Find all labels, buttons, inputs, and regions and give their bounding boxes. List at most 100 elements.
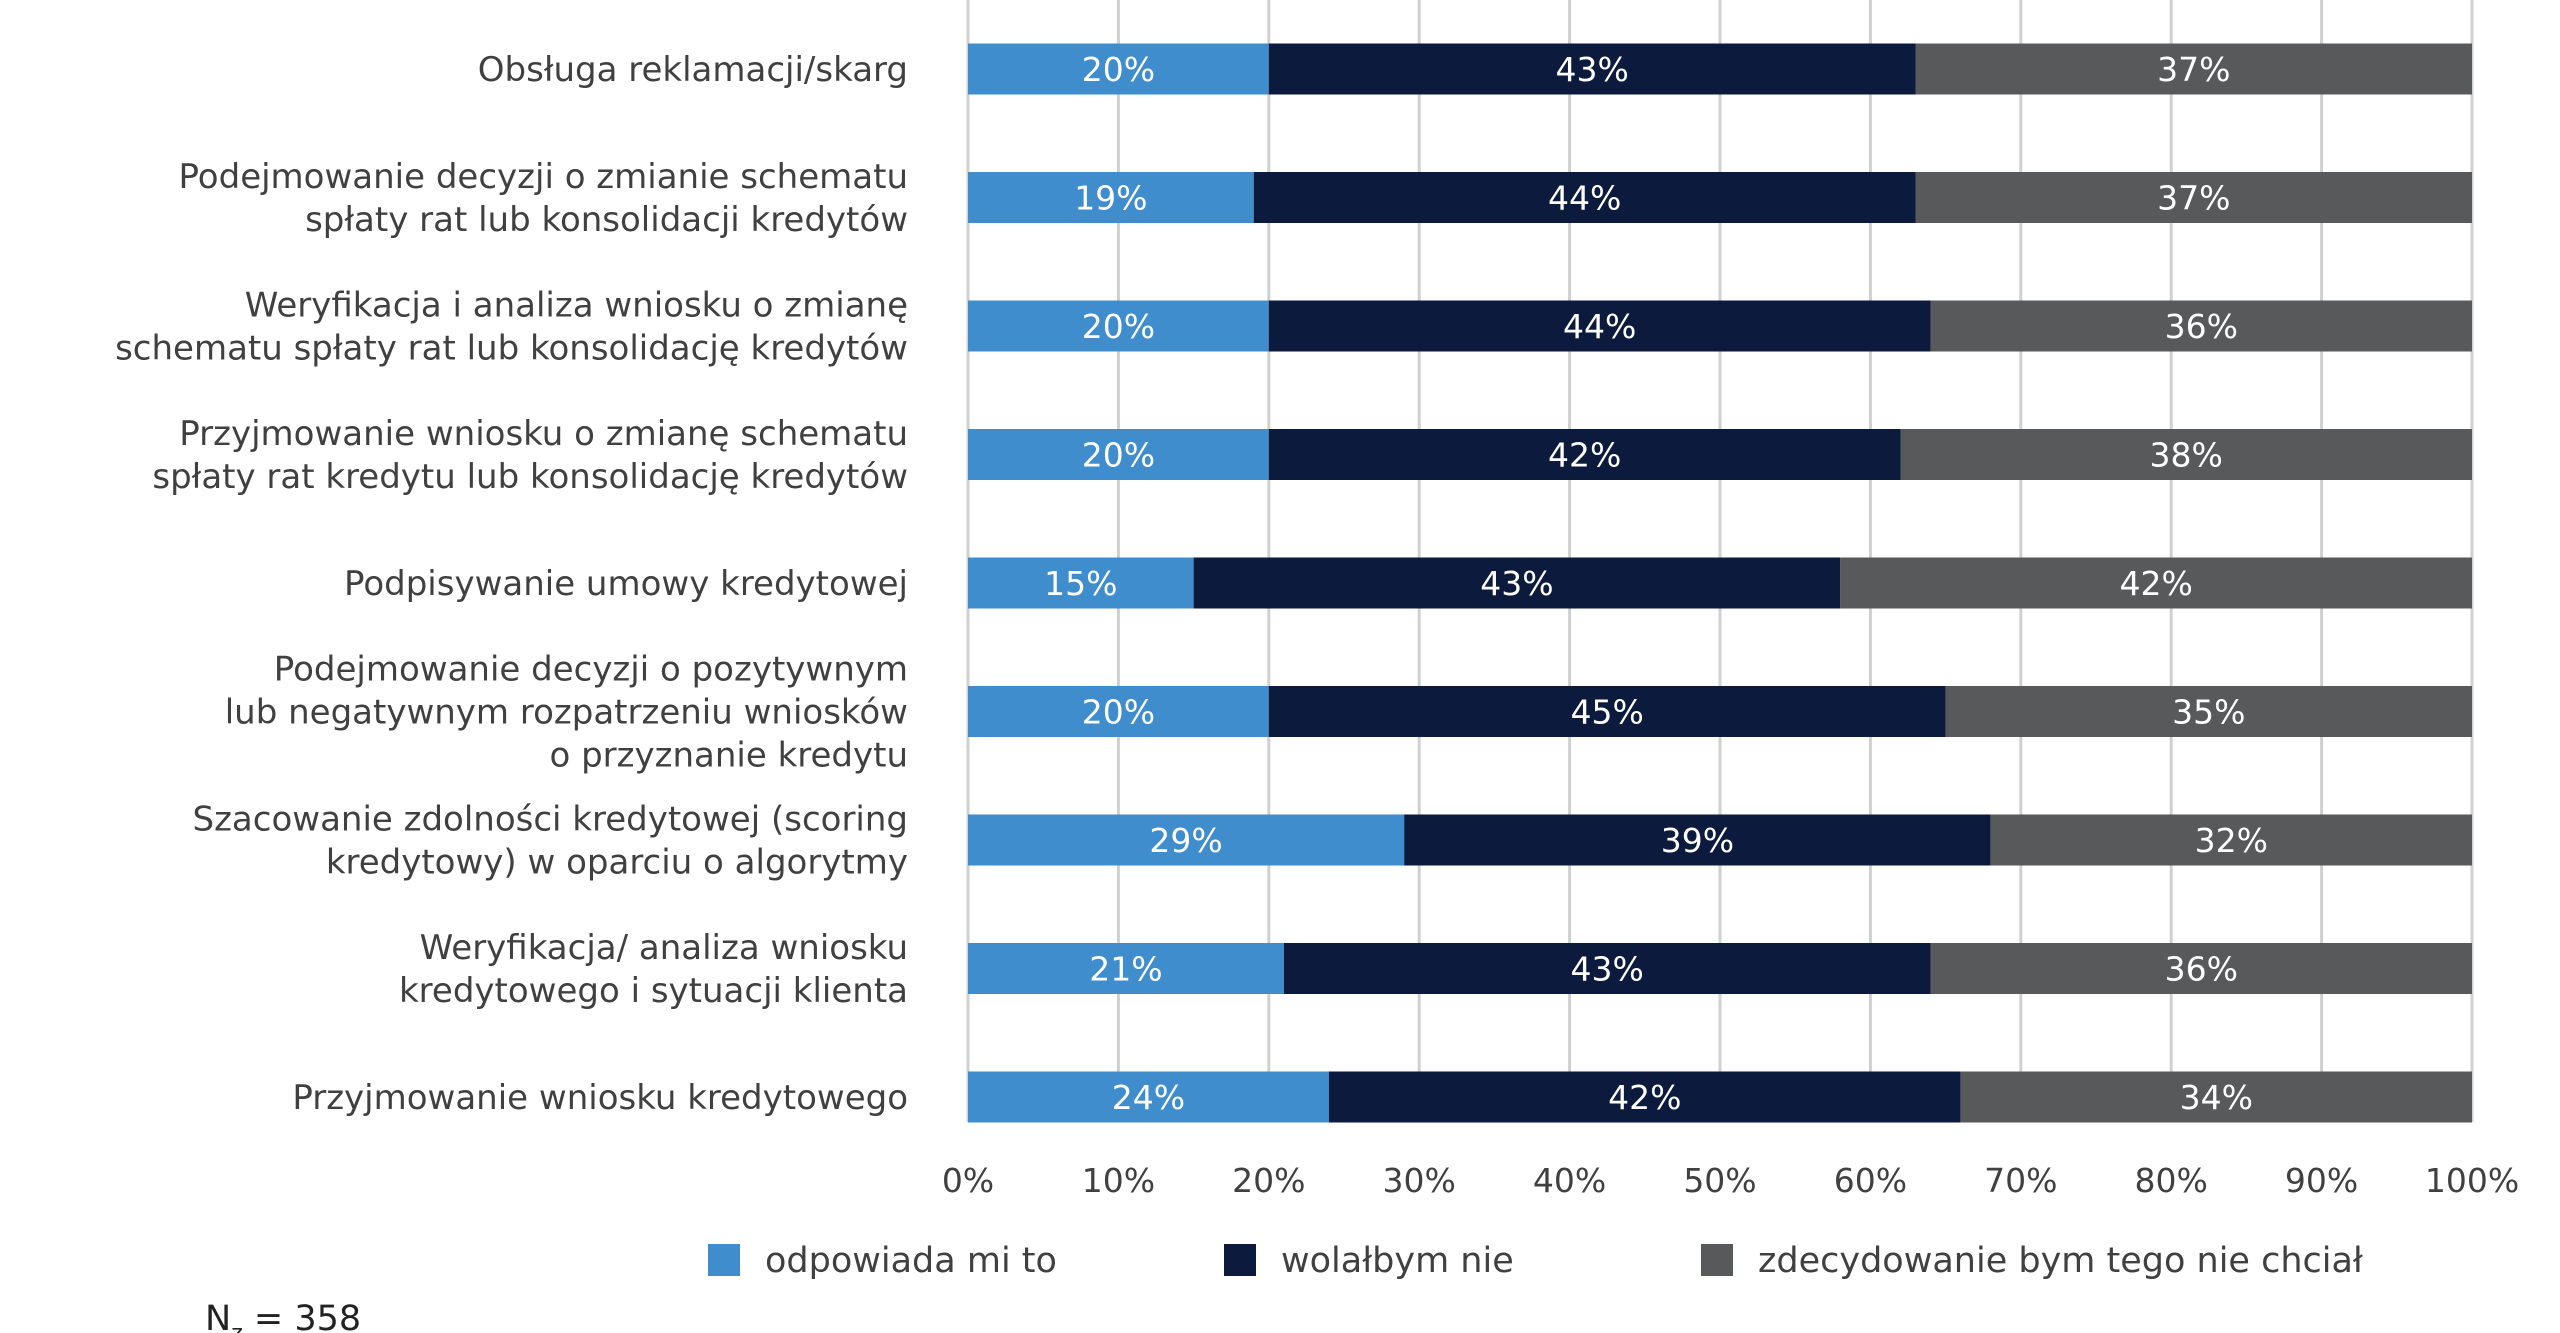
category-label-line: Przyjmowanie wniosku o zmianę schematu [179,414,908,454]
category-labels: Obsługa reklamacji/skarg Podejmowanie dec… [115,50,908,1118]
category-label-line: o przyznanie kredytu [549,736,908,776]
category-label-line: Podpisywanie umowy kredytowej [344,564,908,604]
category-label: Podpisywanie umowy kredytowej [344,564,908,604]
bar-segment [1945,686,2472,737]
bar-value-label: 21% [1089,950,1162,989]
bar-segment [968,943,1284,994]
bar-segment [968,172,1254,223]
bar-segment [968,429,1269,480]
sample-size-note: Nz = 358 [205,1299,361,1333]
bar-segment [1253,172,1916,223]
bar-segment [1328,1071,1961,1123]
bar-value-label: 15% [1044,564,1117,603]
x-tick-label: 50% [1683,1161,1756,1200]
category-label: Obsługa reklamacji/skarg [478,50,908,90]
note-suffix: = 358 [243,1299,361,1333]
bar-segment [968,300,1269,352]
bar-segment [1283,943,1931,994]
bar-segment [1404,814,1991,866]
bar-value-label: 20% [1082,693,1155,732]
bar-segment [1990,814,2472,866]
bar-value-label: 20% [1082,50,1155,89]
bar-value-label: 36% [2165,950,2238,989]
bar-segment [1268,43,1916,95]
bar-segment [1915,172,2472,223]
bar-segment [968,686,1269,737]
category-label-line: Szacowanie zdolności kredytowej (scoring [193,800,909,840]
category-label-line: Przyjmowanie wniosku kredytowego [292,1078,908,1118]
bar-value-label: 45% [1571,693,1644,732]
bar-value-label: 20% [1082,307,1155,346]
x-tick-label: 30% [1383,1161,1456,1200]
legend-swatch [1701,1244,1733,1276]
bar-segment [968,557,1194,609]
category-label-line: Podejmowanie decyzji o pozytywnym [274,650,908,690]
bar-segment [1840,557,2472,609]
bar-value-label: 39% [1661,821,1734,860]
category-label-line: spłaty rat kredytu lub konsolidację kred… [152,457,908,497]
bar-value-label: 44% [1548,179,1621,218]
x-tick-label: 70% [1984,1161,2057,1200]
x-axis-tick-labels: 0% 10% 20% 30% 40% 50% 60% 70% 80% 90% 100% [942,1161,2519,1200]
bar-value-label: 32% [2195,821,2268,860]
bar-value-label: 20% [1082,436,1155,475]
category-label-line: kredytowego i sytuacji klienta [399,971,908,1011]
bar-value-label: 35% [2172,693,2245,732]
bar-segment [1900,429,2472,480]
bar-segment [968,1071,1329,1123]
category-label: Podejmowanie decyzji o pozytywnym lub neg… [225,650,908,776]
category-label-line: Weryfikacja/ analiza wniosku [420,928,908,968]
bar-value-label: 42% [1548,436,1621,475]
x-tick-label: 100% [2425,1161,2519,1200]
x-tick-label: 20% [1232,1161,1305,1200]
bar-value-label: 34% [2180,1078,2253,1117]
category-label: Weryfikacja i analiza wniosku o zmianę sc… [115,286,908,369]
bar-value-label: 19% [1074,179,1147,218]
category-label-line: spłaty rat lub konsolidacji kredytów [305,200,908,240]
x-tick-label: 40% [1533,1161,1606,1200]
legend-label: wolałbym nie [1281,1241,1514,1281]
bar-value-label: 43% [1480,564,1553,603]
category-label: Podejmowanie decyzji o zmianie schematu s… [179,157,908,240]
bar-value-label: 36% [2165,307,2238,346]
note-subscript: z [231,1321,243,1333]
category-label: Przyjmowanie wniosku kredytowego [292,1078,908,1118]
bar-value-label: 37% [2157,50,2230,89]
legend-swatch [708,1244,740,1276]
bar-segment [968,43,1269,95]
note-prefix: N [205,1299,231,1333]
bar-segment [1193,557,1841,609]
category-label-line: Weryfikacja i analiza wniosku o zmianę [245,286,908,326]
bar-value-label: 42% [1608,1078,1681,1117]
bar-segment [1268,429,1901,480]
category-label-line: Obsługa reklamacji/skarg [478,50,908,90]
x-tick-label: 0% [942,1161,994,1200]
bar-value-label: 24% [1112,1078,1185,1117]
legend-label: zdecydowanie bym tego nie chciał [1758,1241,2363,1281]
bar-value-label: 29% [1149,821,1222,860]
x-tick-label: 80% [2135,1161,2208,1200]
bar-value-label: 44% [1563,307,1636,346]
category-label-line: schematu spłaty rat lub konsolidację kre… [115,329,908,369]
category-label: Weryfikacja/ analiza wniosku kredytowego … [399,928,908,1011]
legend: odpowiada mi to wolałbym nie zdecydowanie … [708,1241,2363,1281]
bar-value-label: 43% [1571,950,1644,989]
x-tick-label: 90% [2285,1161,2358,1200]
bar-value-label: 43% [1555,50,1628,89]
bar-segment [968,814,1405,866]
legend-swatch [1224,1244,1256,1276]
category-label-line: Podejmowanie decyzji o zmianie schematu [179,157,908,197]
bar-segment [1960,1071,2472,1123]
bar-segment [1915,43,2472,95]
category-label: Szacowanie zdolności kredytowej (scoring… [193,800,909,883]
legend-label: odpowiada mi to [765,1241,1057,1281]
category-label-line: kredytowy) w oparciu o algorytmy [326,843,908,883]
bar-value-label: 38% [2150,436,2223,475]
x-tick-label: 10% [1082,1161,1155,1200]
bar-segment [1930,300,2472,352]
bar-segment [1268,300,1931,352]
x-tick-label: 60% [1834,1161,1907,1200]
bar-value-label: 37% [2157,179,2230,218]
bar-segment [1268,686,1946,737]
